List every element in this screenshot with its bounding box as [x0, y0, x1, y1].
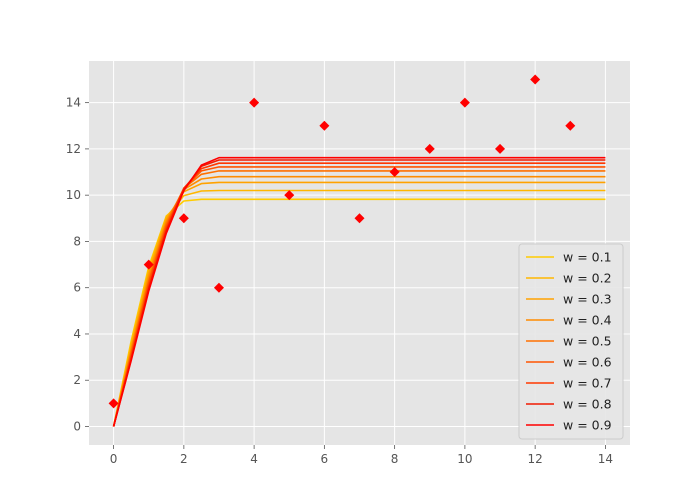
y-tick-label: 6 — [73, 281, 81, 295]
x-tick-label: 4 — [250, 452, 258, 466]
y-tick-label: 0 — [73, 419, 81, 433]
scatter-point — [424, 143, 435, 154]
x-tick-label: 14 — [598, 452, 613, 466]
y-tick-label: 4 — [73, 327, 81, 341]
x-tick-label: 6 — [321, 452, 329, 466]
series-lines — [112, 156, 606, 427]
scatter-points — [108, 74, 576, 409]
legend-label: w = 0.7 — [563, 376, 612, 391]
legend-label: w = 0.4 — [563, 313, 612, 328]
x-tick-label: 2 — [180, 452, 188, 466]
x-tick-label: 8 — [391, 452, 399, 466]
scatter-point — [530, 74, 541, 85]
legend-label: w = 0.2 — [563, 271, 612, 286]
legend-label: w = 0.1 — [563, 250, 612, 265]
scatter-point — [249, 97, 260, 108]
x-axis-ticks: 0 2 4 6 8 10 12 14 — [110, 445, 613, 466]
legend-label: w = 0.6 — [563, 355, 612, 370]
scatter-point — [178, 213, 189, 224]
scatter-point — [389, 167, 400, 178]
y-tick-label: 2 — [73, 373, 81, 387]
legend-label: w = 0.8 — [563, 397, 612, 412]
legend-label: w = 0.5 — [563, 334, 612, 349]
x-tick-label: 10 — [457, 452, 472, 466]
legend-label: w = 0.3 — [563, 292, 612, 307]
x-tick-label: 12 — [528, 452, 543, 466]
scatter-point — [108, 398, 119, 409]
y-tick-label: 10 — [66, 188, 81, 202]
scatter-point — [319, 120, 330, 131]
legend-box — [518, 243, 624, 440]
legend: w = 0.1 w = 0.2 w = 0.3 w = 0.4 w = 0.5 w = 0… — [518, 243, 624, 440]
scatter-point — [459, 97, 470, 108]
scatter-point — [143, 259, 154, 270]
scatter-point — [565, 120, 576, 131]
scatter-point — [495, 143, 506, 154]
scatter-point — [213, 282, 224, 293]
legend-label: w = 0.9 — [563, 418, 612, 433]
y-tick-label: 8 — [73, 234, 81, 248]
y-tick-label: 12 — [66, 142, 81, 156]
scatter-point — [284, 190, 295, 201]
y-axis-ticks: 0 2 4 6 8 10 12 14 — [66, 96, 89, 433]
scatter-point — [354, 213, 365, 224]
x-tick-label: 0 — [110, 452, 118, 466]
series-line-9 — [112, 156, 606, 427]
y-tick-label: 14 — [66, 96, 81, 110]
